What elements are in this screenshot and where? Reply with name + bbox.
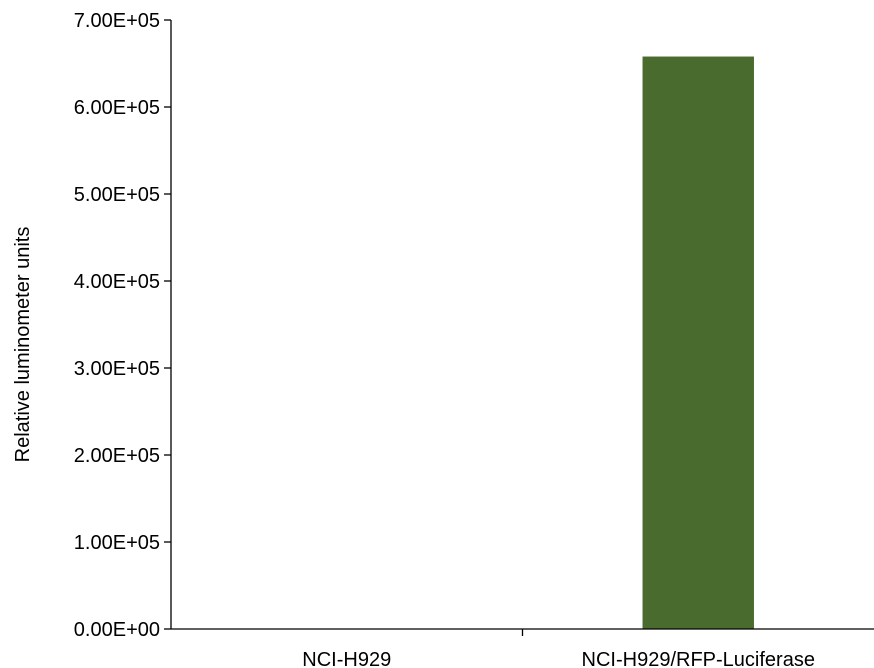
y-tick-label: 4.00E+05 <box>74 271 160 293</box>
y-tick-label: 6.00E+05 <box>74 97 160 119</box>
y-tick-label: 7.00E+05 <box>74 10 160 32</box>
x-tick-label: NCI-H929 <box>302 649 391 668</box>
y-tick-label: 1.00E+05 <box>74 532 160 554</box>
x-tick-label: NCI-H929/RFP-Luciferase <box>582 649 815 668</box>
y-tick-label: 5.00E+05 <box>74 184 160 206</box>
x-axis-ticks: NCI-H929 NCI-H929/RFP-Luciferase <box>302 629 815 668</box>
y-axis-title: Relative luminometer units <box>12 227 34 463</box>
y-tick-label: 2.00E+05 <box>74 445 160 467</box>
y-axis-ticks: 0.00E+00 1.00E+05 2.00E+05 3.00E+05 4.00E+05… <box>74 10 171 641</box>
bar <box>642 56 754 630</box>
y-tick-label: 0.00E+00 <box>74 619 160 641</box>
bar-series <box>642 56 754 630</box>
y-tick-label: 3.00E+05 <box>74 358 160 380</box>
